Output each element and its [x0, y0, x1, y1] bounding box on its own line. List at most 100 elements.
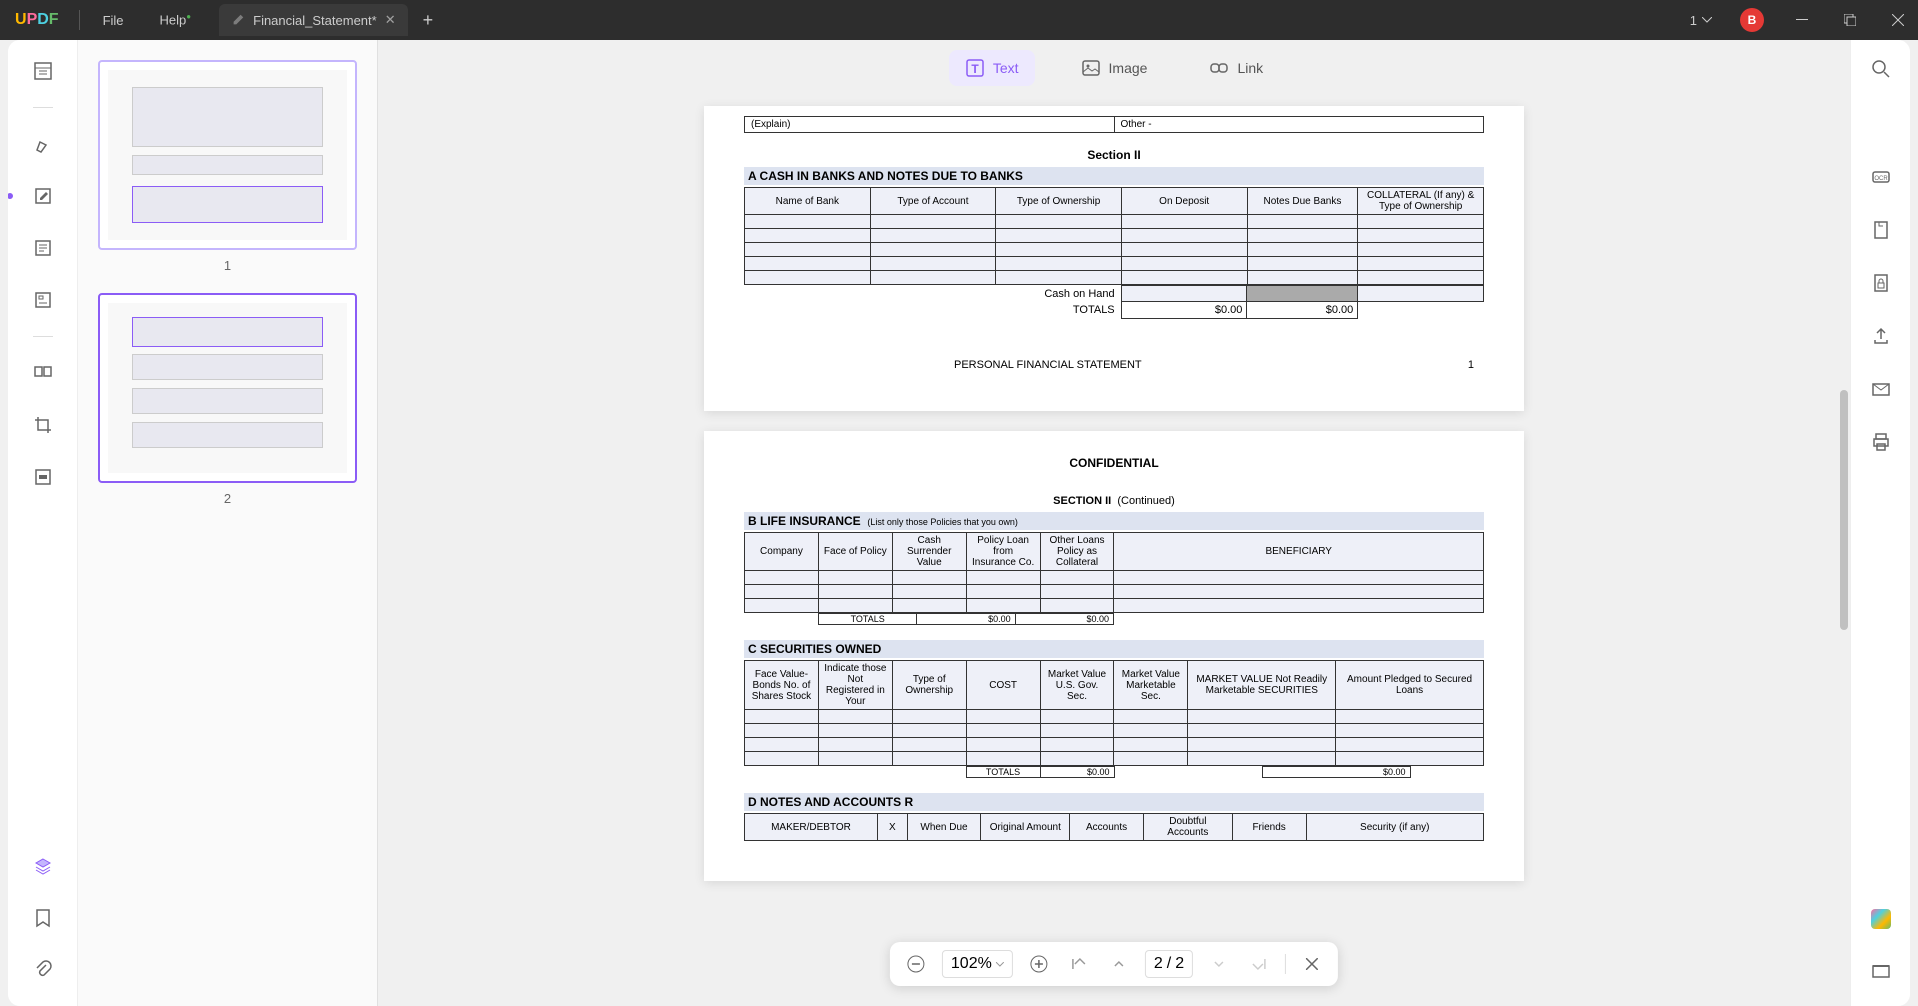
table-cell[interactable] — [892, 710, 966, 724]
scrollbar[interactable] — [1840, 390, 1848, 630]
page-number-input[interactable]: 2 / 2 — [1145, 950, 1193, 978]
table-cell[interactable] — [1114, 710, 1188, 724]
crop-icon[interactable] — [27, 409, 59, 441]
table-cell[interactable] — [745, 571, 819, 585]
table-cell[interactable] — [1358, 257, 1484, 271]
new-tab-button[interactable]: + — [408, 10, 449, 31]
table-cell[interactable] — [745, 271, 871, 285]
table-cell[interactable] — [745, 599, 819, 613]
table-cell[interactable] — [1121, 229, 1247, 243]
table-cell[interactable] — [996, 257, 1122, 271]
share-icon[interactable] — [1867, 322, 1895, 350]
zoom-value-select[interactable]: 102% — [942, 950, 1013, 978]
table-cell[interactable] — [818, 752, 892, 766]
table-cell[interactable] — [1188, 710, 1336, 724]
table-cell[interactable] — [996, 243, 1122, 257]
search-icon[interactable] — [1867, 55, 1895, 83]
table-cell[interactable] — [996, 229, 1122, 243]
edit-icon[interactable] — [27, 180, 59, 212]
table-cell[interactable] — [1336, 724, 1484, 738]
table-cell[interactable] — [892, 724, 966, 738]
table-cell[interactable] — [1358, 286, 1484, 302]
table-cell[interactable] — [745, 710, 819, 724]
cash-on-hand-cell[interactable] — [1121, 286, 1247, 302]
table-cell[interactable] — [1040, 571, 1114, 585]
table-cell[interactable] — [1358, 243, 1484, 257]
prev-page-button[interactable] — [1105, 950, 1133, 978]
table-cell[interactable] — [892, 585, 966, 599]
table-cell[interactable] — [1040, 724, 1114, 738]
table-cell[interactable] — [1247, 215, 1358, 229]
ai-assistant-icon[interactable] — [1867, 905, 1895, 933]
table-cell[interactable] — [745, 215, 871, 229]
table-cell[interactable] — [1336, 710, 1484, 724]
user-avatar[interactable]: B — [1740, 8, 1764, 32]
table-cell[interactable] — [745, 257, 871, 271]
table-cell[interactable] — [1188, 738, 1336, 752]
table-cell[interactable] — [1114, 752, 1188, 766]
table-cell[interactable] — [818, 724, 892, 738]
table-cell[interactable] — [745, 724, 819, 738]
table-cell[interactable] — [1188, 724, 1336, 738]
link-tool-button[interactable]: Link — [1193, 50, 1279, 86]
thumbnail-page-2[interactable]: 2 — [98, 293, 357, 506]
thumbnail-page-1[interactable]: 1 — [98, 60, 357, 273]
organize-icon[interactable] — [27, 357, 59, 389]
table-cell[interactable] — [1247, 243, 1358, 257]
table-cell[interactable] — [745, 229, 871, 243]
table-cell[interactable] — [1247, 271, 1358, 285]
close-button[interactable] — [1878, 0, 1918, 40]
text-tool-button[interactable]: T Text — [949, 50, 1035, 86]
table-cell[interactable] — [966, 571, 1040, 585]
table-cell[interactable] — [1247, 257, 1358, 271]
table-cell[interactable] — [818, 599, 892, 613]
table-cell[interactable] — [870, 271, 996, 285]
table-cell[interactable] — [818, 571, 892, 585]
table-cell[interactable] — [818, 710, 892, 724]
zoom-out-button[interactable] — [902, 950, 930, 978]
table-cell[interactable] — [745, 585, 819, 599]
table-cell[interactable] — [996, 271, 1122, 285]
table-cell[interactable] — [1114, 599, 1484, 613]
table-cell[interactable] — [1336, 752, 1484, 766]
table-cell[interactable] — [1040, 752, 1114, 766]
table-cell[interactable] — [818, 738, 892, 752]
highlight-icon[interactable] — [27, 128, 59, 160]
table-cell[interactable] — [1040, 585, 1114, 599]
table-cell[interactable] — [745, 738, 819, 752]
table-cell[interactable] — [1040, 738, 1114, 752]
next-page-button[interactable] — [1205, 950, 1233, 978]
email-icon[interactable] — [1867, 375, 1895, 403]
table-cell[interactable] — [745, 752, 819, 766]
table-cell[interactable] — [1040, 710, 1114, 724]
table-cell[interactable] — [966, 738, 1040, 752]
table-cell[interactable] — [966, 752, 1040, 766]
table-cell[interactable] — [1121, 257, 1247, 271]
table-cell[interactable] — [966, 710, 1040, 724]
bookmark-icon[interactable] — [27, 902, 59, 934]
table-cell[interactable] — [1358, 215, 1484, 229]
image-tool-button[interactable]: Image — [1065, 50, 1164, 86]
table-cell[interactable] — [1121, 215, 1247, 229]
layers-icon[interactable] — [27, 850, 59, 882]
table-cell[interactable] — [892, 599, 966, 613]
slideshow-icon[interactable] — [1867, 958, 1895, 986]
table-cell[interactable] — [1188, 752, 1336, 766]
table-cell[interactable] — [1336, 738, 1484, 752]
table-cell[interactable] — [1121, 243, 1247, 257]
table-cell[interactable] — [1040, 599, 1114, 613]
table-cell[interactable] — [892, 571, 966, 585]
zoom-in-button[interactable] — [1025, 950, 1053, 978]
reader-icon[interactable] — [27, 232, 59, 264]
minimize-button[interactable] — [1782, 0, 1822, 40]
page-indicator[interactable]: 1 — [1680, 13, 1722, 28]
menu-file[interactable]: File — [85, 13, 142, 28]
table-cell[interactable] — [1114, 585, 1484, 599]
table-cell[interactable] — [1114, 724, 1188, 738]
menu-help[interactable]: Help● — [142, 12, 210, 27]
table-cell[interactable] — [892, 752, 966, 766]
table-cell[interactable] — [966, 724, 1040, 738]
thumbnails-icon[interactable] — [27, 55, 59, 87]
maximize-button[interactable] — [1830, 0, 1870, 40]
export-icon[interactable] — [1867, 216, 1895, 244]
